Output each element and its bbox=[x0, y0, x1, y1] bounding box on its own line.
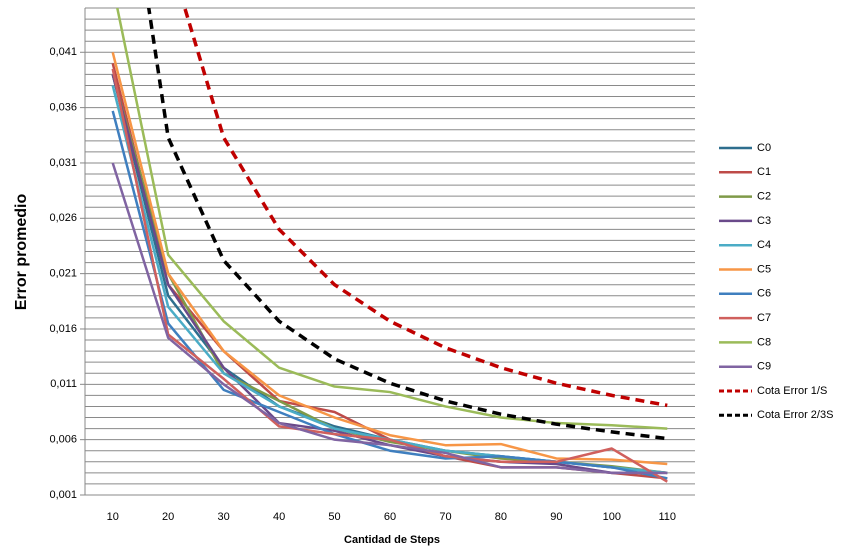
series-line bbox=[146, 8, 668, 441]
y-tick-label: 0,001 bbox=[49, 489, 77, 501]
legend-label: C2 bbox=[757, 191, 771, 203]
x-tick-label: 80 bbox=[495, 511, 507, 523]
x-tick-label: 20 bbox=[162, 511, 174, 523]
series-line bbox=[182, 8, 668, 408]
x-tick-label: 100 bbox=[603, 511, 621, 523]
x-tick-label: 60 bbox=[384, 511, 396, 523]
legend-label: C0 bbox=[757, 142, 771, 154]
y-tick-label: 0,036 bbox=[49, 102, 77, 114]
x-tick-label: 40 bbox=[273, 511, 285, 523]
legend-label: C5 bbox=[757, 263, 771, 275]
x-tick-label: 110 bbox=[658, 511, 676, 523]
y-tick-label: 0,026 bbox=[49, 212, 77, 224]
legend-label: C8 bbox=[757, 336, 771, 348]
series-line bbox=[111, 63, 668, 480]
x-axis-title: Cantidad de Steps bbox=[344, 534, 440, 546]
x-tick-label: 10 bbox=[107, 511, 119, 523]
legend-label: C1 bbox=[757, 166, 771, 178]
x-tick-label: 90 bbox=[550, 511, 562, 523]
y-tick-label: 0,016 bbox=[49, 323, 77, 335]
legend-label: Cota Error 2/3S bbox=[757, 409, 833, 421]
y-tick-label: 0,021 bbox=[49, 268, 77, 280]
plot-area bbox=[111, 8, 668, 483]
series-line bbox=[111, 51, 668, 466]
legend-label: Cota Error 1/S bbox=[757, 385, 827, 397]
legend-label: C3 bbox=[757, 215, 771, 227]
series-line bbox=[111, 68, 668, 483]
legend-label: C9 bbox=[757, 361, 771, 373]
legend-label: C6 bbox=[757, 288, 771, 300]
legend-label: C4 bbox=[757, 239, 771, 251]
y-tick-label: 0,041 bbox=[49, 46, 77, 58]
series-line bbox=[111, 85, 668, 475]
x-tick-label: 30 bbox=[218, 511, 230, 523]
legend-label: C7 bbox=[757, 312, 771, 324]
x-tick-label: 50 bbox=[328, 511, 340, 523]
series-line bbox=[116, 8, 668, 430]
x-tick-label: 70 bbox=[439, 511, 451, 523]
y-tick-label: 0,031 bbox=[49, 157, 77, 169]
series-line bbox=[111, 162, 668, 475]
y-axis-title: Error promedio bbox=[13, 194, 30, 311]
y-tick-label: 0,011 bbox=[50, 378, 77, 390]
y-tick-label: 0,006 bbox=[49, 434, 77, 446]
